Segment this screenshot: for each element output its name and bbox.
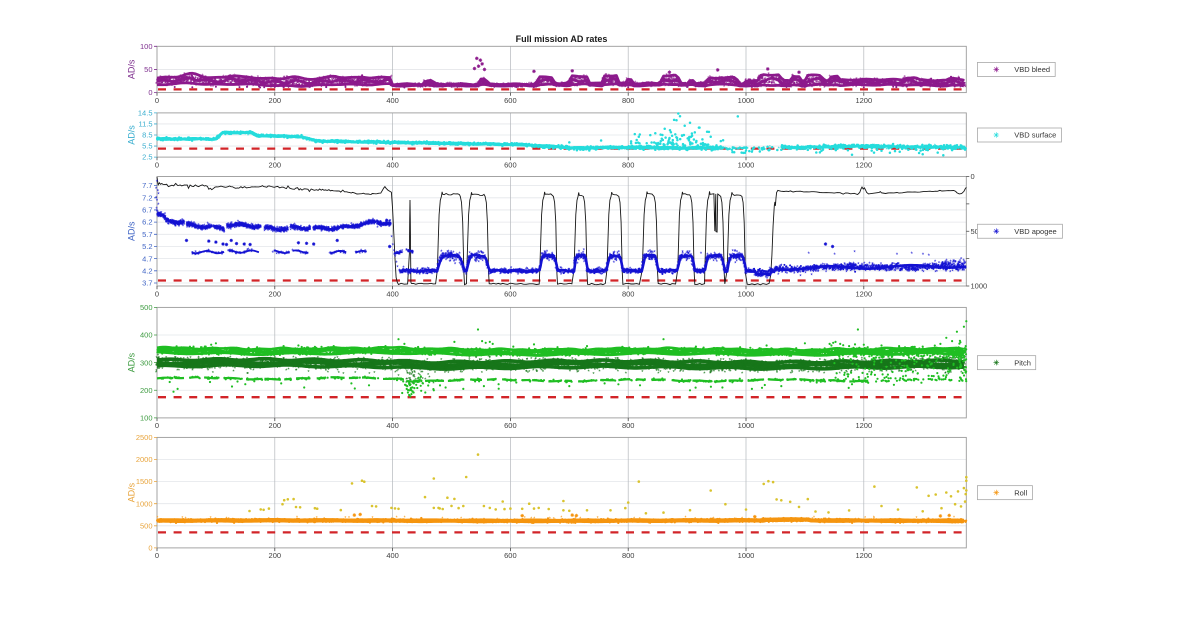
svg-text:3.7: 3.7: [142, 279, 152, 288]
svg-text:VBD bleed: VBD bleed: [1014, 65, 1050, 74]
svg-text:VBD surface: VBD surface: [1014, 131, 1056, 140]
svg-text:1000: 1000: [136, 499, 153, 508]
svg-text:4.2: 4.2: [142, 266, 152, 275]
svg-text:200: 200: [269, 421, 282, 430]
svg-text:400: 400: [386, 160, 399, 169]
svg-text:600: 600: [504, 289, 517, 298]
svg-text:5.5: 5.5: [142, 142, 152, 151]
svg-text:1000: 1000: [738, 96, 755, 105]
svg-text:Full mission AD rates: Full mission AD rates: [516, 34, 608, 44]
svg-text:200: 200: [269, 96, 282, 105]
svg-text:1000: 1000: [738, 289, 755, 298]
svg-text:0: 0: [148, 88, 152, 97]
svg-text:8.5: 8.5: [142, 131, 152, 140]
svg-text:1200: 1200: [855, 160, 872, 169]
svg-text:6.2: 6.2: [142, 218, 152, 227]
svg-text:600: 600: [504, 551, 517, 560]
svg-text:1500: 1500: [136, 477, 153, 486]
svg-text:1000: 1000: [738, 551, 755, 560]
svg-text:300: 300: [140, 358, 153, 367]
svg-text:600: 600: [504, 160, 517, 169]
svg-text:1000: 1000: [971, 282, 988, 291]
svg-text:2.5: 2.5: [142, 153, 152, 162]
svg-text:400: 400: [386, 551, 399, 560]
svg-text:7.7: 7.7: [142, 181, 152, 190]
svg-text:200: 200: [140, 386, 153, 395]
svg-text:800: 800: [622, 421, 635, 430]
svg-text:5.7: 5.7: [142, 230, 152, 239]
svg-text:2000: 2000: [136, 455, 153, 464]
svg-text:0: 0: [148, 544, 152, 553]
svg-text:1000: 1000: [738, 421, 755, 430]
svg-text:100: 100: [140, 414, 153, 423]
svg-text:AD/s: AD/s: [127, 482, 137, 502]
svg-text:1200: 1200: [855, 421, 872, 430]
svg-text:2500: 2500: [136, 433, 153, 442]
svg-text:7.2: 7.2: [142, 193, 152, 202]
svg-text:0: 0: [971, 172, 975, 181]
svg-text:0: 0: [155, 551, 159, 560]
svg-text:50: 50: [144, 65, 152, 74]
svg-text:AD/s: AD/s: [127, 352, 137, 372]
svg-text:800: 800: [622, 289, 635, 298]
svg-text:AD/s: AD/s: [127, 59, 137, 79]
svg-text:0: 0: [155, 160, 159, 169]
svg-text:500: 500: [971, 227, 984, 236]
svg-text:1200: 1200: [855, 96, 872, 105]
svg-text:Roll: Roll: [1014, 488, 1027, 497]
svg-text:800: 800: [622, 160, 635, 169]
svg-text:400: 400: [386, 289, 399, 298]
svg-text:100: 100: [140, 42, 153, 51]
svg-text:400: 400: [386, 421, 399, 430]
svg-text:5.2: 5.2: [142, 242, 152, 251]
svg-text:1200: 1200: [855, 551, 872, 560]
svg-text:400: 400: [386, 96, 399, 105]
svg-text:0: 0: [155, 421, 159, 430]
svg-text:400: 400: [140, 331, 153, 340]
svg-text:11.5: 11.5: [138, 120, 152, 129]
svg-text:1200: 1200: [855, 289, 872, 298]
svg-text:VBD apogee: VBD apogee: [1014, 227, 1057, 236]
svg-text:0: 0: [155, 96, 159, 105]
svg-text:1000: 1000: [738, 160, 755, 169]
svg-text:AD/s: AD/s: [127, 221, 137, 241]
svg-text:0: 0: [155, 289, 159, 298]
svg-text:14.5: 14.5: [138, 109, 153, 118]
svg-text:800: 800: [622, 551, 635, 560]
svg-text:AD/s: AD/s: [127, 125, 137, 145]
svg-text:200: 200: [269, 289, 282, 298]
svg-text:200: 200: [269, 160, 282, 169]
svg-text:500: 500: [140, 521, 153, 530]
svg-text:600: 600: [504, 421, 517, 430]
svg-text:4.7: 4.7: [142, 254, 152, 263]
svg-text:800: 800: [622, 96, 635, 105]
svg-text:600: 600: [504, 96, 517, 105]
svg-text:6.7: 6.7: [142, 206, 152, 215]
svg-text:Pitch: Pitch: [1014, 358, 1031, 367]
svg-text:200: 200: [269, 551, 282, 560]
svg-text:500: 500: [140, 303, 153, 312]
